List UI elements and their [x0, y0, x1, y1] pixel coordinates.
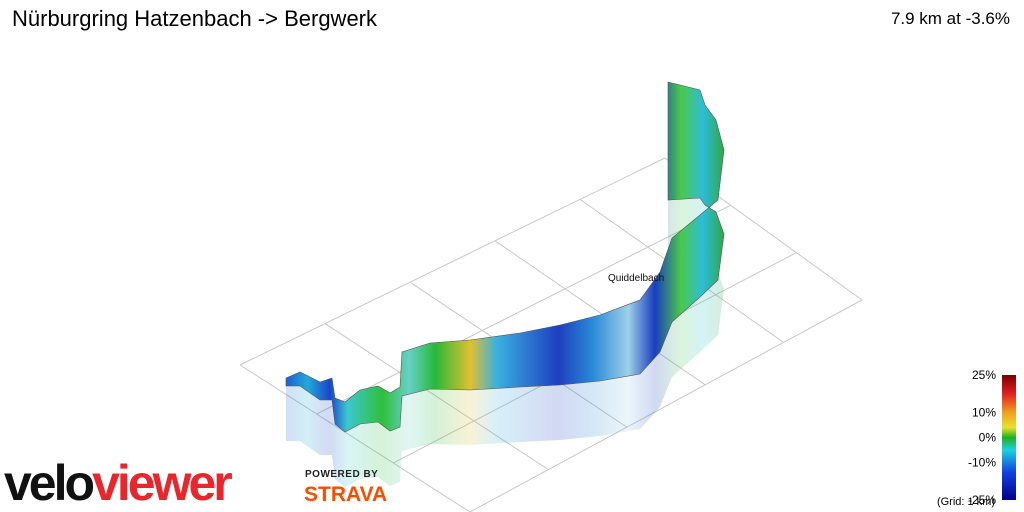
title: Nürburgring Hatzenbach -> Bergwerk: [12, 6, 378, 31]
grid-line: [316, 204, 731, 415]
logo-part: viewer: [92, 455, 232, 511]
logo-part: velo: [4, 455, 94, 511]
legend-tick-label: 0%: [979, 431, 997, 445]
grid-note: (Grid: 1 km): [937, 496, 995, 508]
grid-line: [469, 299, 863, 512]
grid-line: [239, 157, 666, 366]
legend-tick-label: 10%: [972, 406, 996, 420]
legend-tick-label: -25%: [968, 493, 996, 507]
route-reflection: [286, 198, 724, 487]
powered-by: POWERED BY: [305, 469, 378, 480]
route-profile: [285, 81, 725, 433]
strava: STRAVA: [304, 483, 387, 506]
legend-tick-label: 25%: [972, 368, 996, 382]
stats: 7.9 km at -3.6%: [891, 9, 1010, 28]
place-label: Quiddelbach: [608, 273, 664, 284]
logo: veloviewer: [4, 455, 232, 511]
legend-bar: [1002, 375, 1016, 500]
legend-tick-label: -10%: [968, 456, 996, 470]
legend: 25% 10% 0% -10% -25%: [968, 368, 996, 507]
